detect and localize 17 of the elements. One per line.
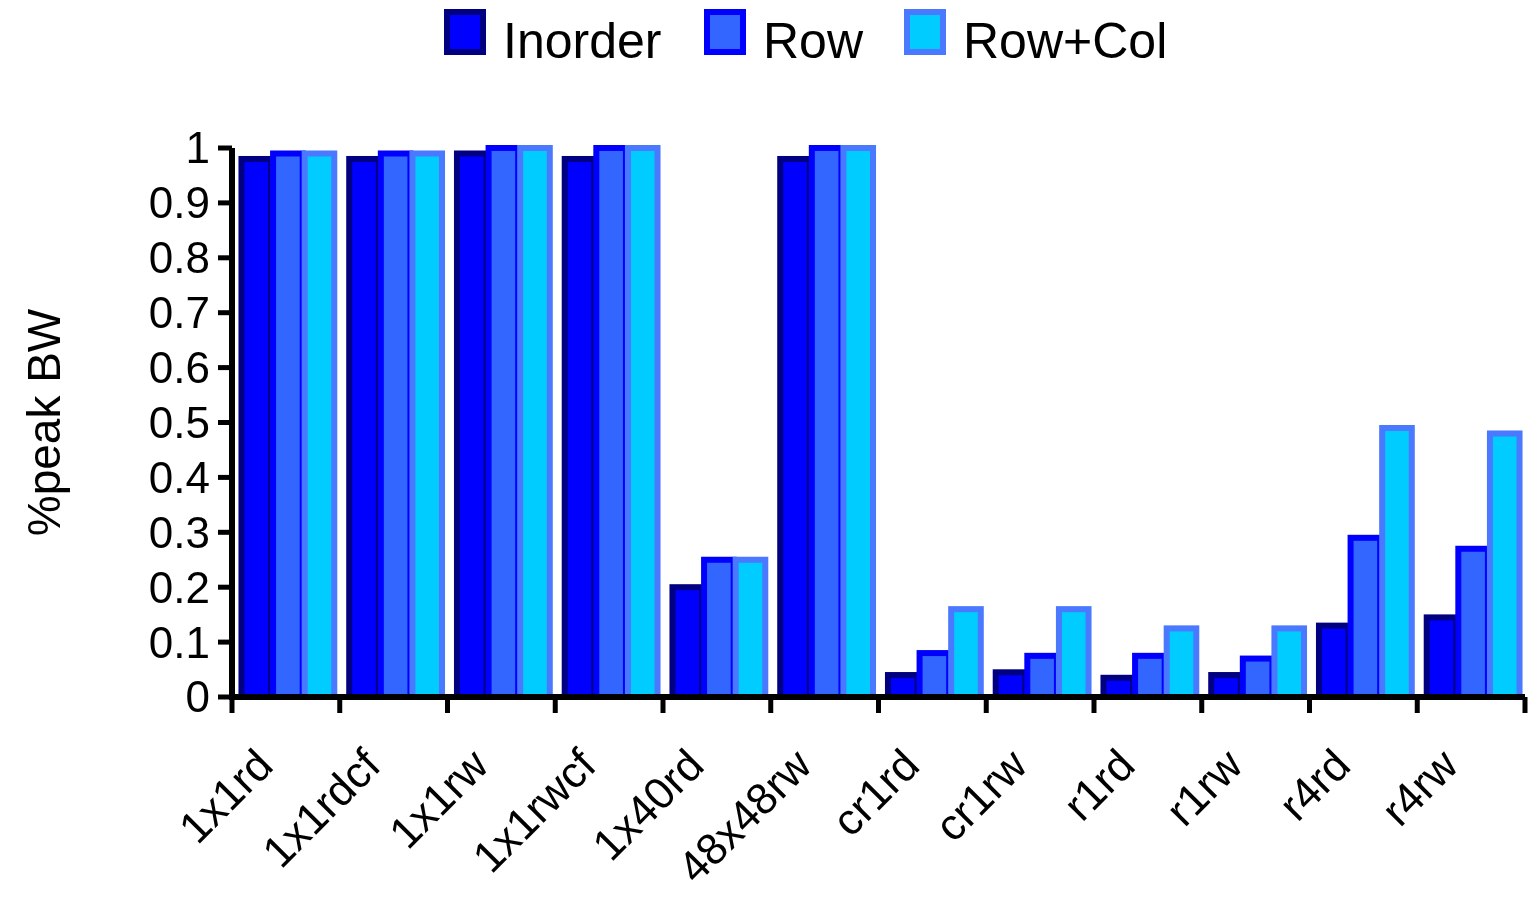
legend-label: Row [763, 12, 864, 69]
y-axis-title: %peak BW [18, 308, 70, 537]
x-tick-label: r4rd [1269, 739, 1360, 830]
legend-label: Inorder [503, 12, 662, 69]
y-tick-label: 0.3 [148, 507, 210, 557]
y-tick-label: 0.7 [148, 288, 210, 338]
y-tick-label: 0.9 [148, 178, 210, 228]
y-tick-label: 0.2 [148, 562, 210, 612]
y-tick-label: 0.5 [148, 397, 210, 447]
y-tick-label: 1 [185, 123, 210, 173]
y-tick-label: 0.8 [148, 233, 210, 283]
legend-label: Row+Col [963, 12, 1168, 69]
x-tick-label: r1rd [1053, 739, 1144, 830]
y-tick-label: 0.6 [148, 343, 210, 392]
y-tick-label: 0 [185, 672, 210, 722]
y-tick-label: 0.1 [148, 617, 210, 667]
y-tick-label: 0.4 [148, 452, 210, 502]
